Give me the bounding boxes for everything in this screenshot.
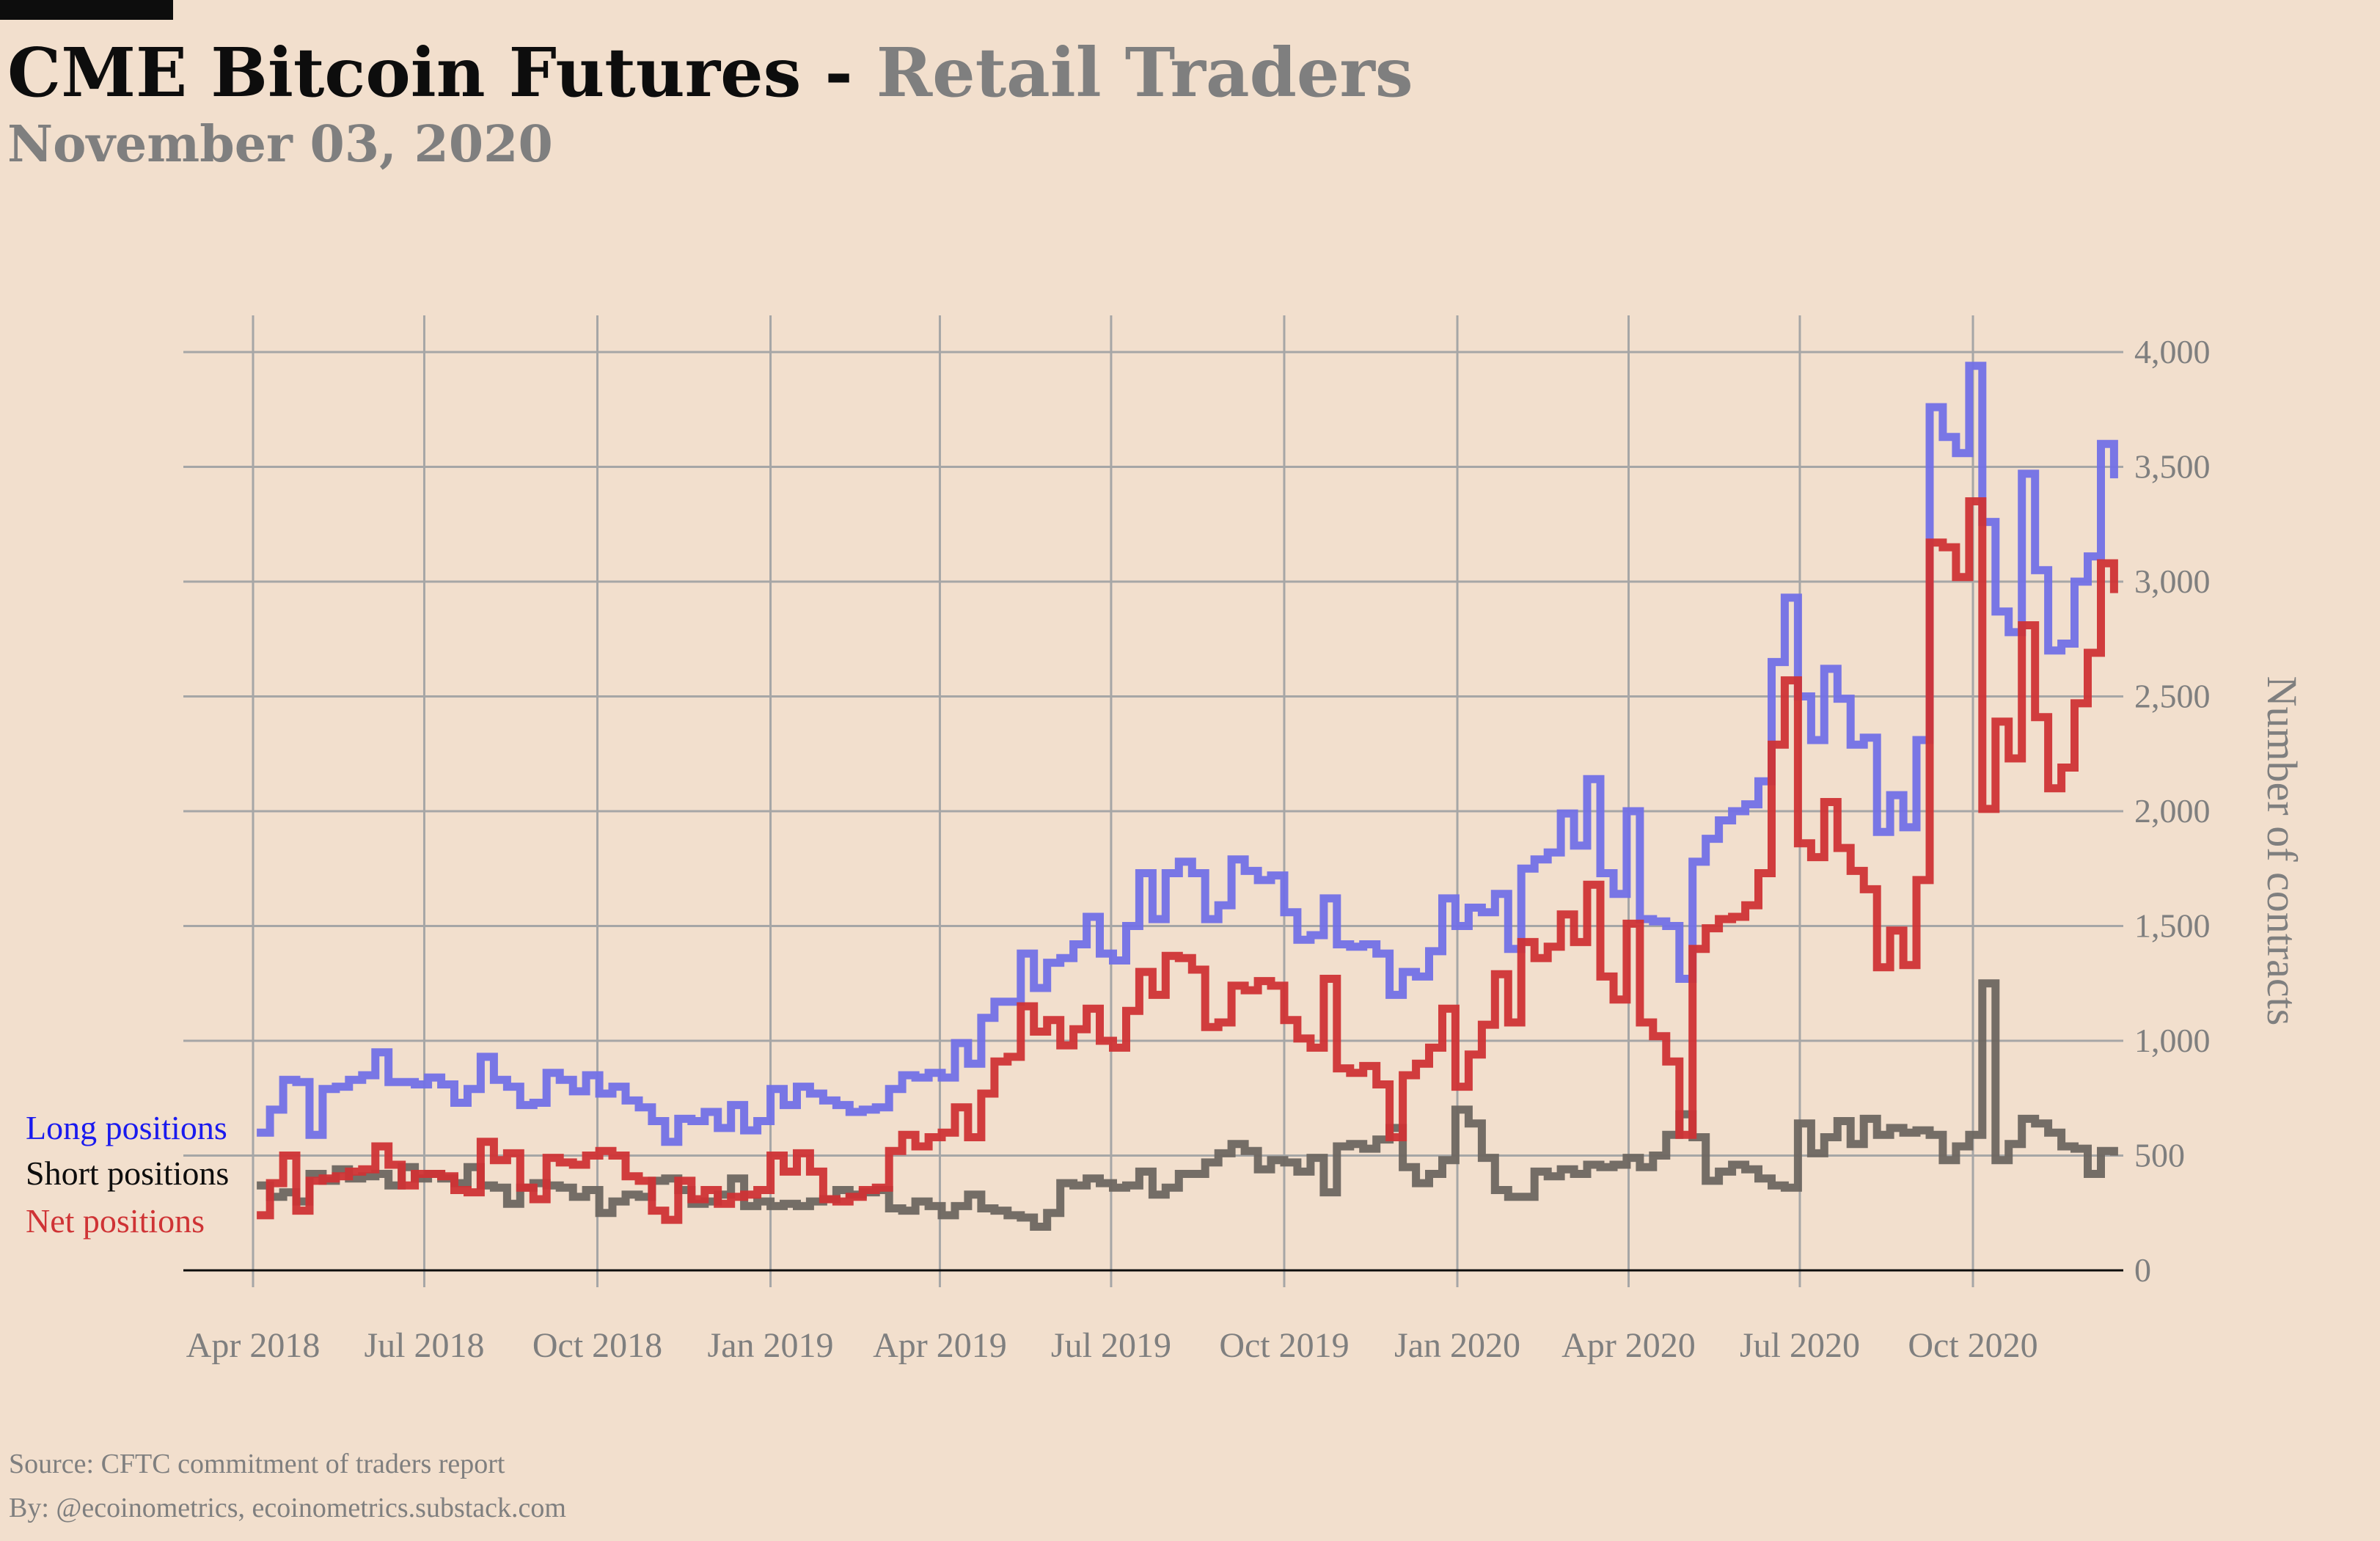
x-tick-label: Oct 2020 xyxy=(1908,1326,2037,1365)
title-main: CME Bitcoin Futures xyxy=(7,33,802,112)
legend-short-label: Short positions xyxy=(26,1154,230,1192)
y-tick-label: 3,500 xyxy=(2134,448,2211,486)
y-tick-label: 0 xyxy=(2134,1251,2151,1289)
footer-source: Source: CFTC commitment of traders repor… xyxy=(9,1449,505,1479)
y-tick-label: 4,000 xyxy=(2134,333,2211,370)
x-tick-label: Jul 2020 xyxy=(1740,1326,1860,1365)
y-tick-label: 1,000 xyxy=(2134,1022,2211,1059)
accent-bar xyxy=(0,0,173,20)
series-line-short-positions xyxy=(257,979,2118,1231)
legend-long-label: Long positions xyxy=(26,1109,227,1146)
legend-net-label: Net positions xyxy=(26,1202,205,1240)
x-tick-label: Apr 2020 xyxy=(1561,1326,1696,1365)
x-tick-label: Oct 2018 xyxy=(532,1326,662,1365)
x-tick-label: Apr 2019 xyxy=(873,1326,1007,1365)
title-subtitle: Retail Traders xyxy=(876,33,1413,112)
grid xyxy=(183,315,2123,1271)
legend-short: Short positions xyxy=(26,1153,229,1194)
y-tick-label: 2,500 xyxy=(2134,678,2211,715)
y-tick-label: 1,500 xyxy=(2134,907,2211,945)
x-tick-label: Jul 2019 xyxy=(1051,1326,1171,1365)
footer-byline: By: @ecoinometrics, ecoinometrics.substa… xyxy=(9,1493,566,1523)
title-separator: - xyxy=(801,33,876,112)
y-tick-label: 2,000 xyxy=(2134,792,2211,830)
chart-title: CME Bitcoin Futures - Retail Traders xyxy=(7,29,1413,116)
x-tick-label: Jul 2018 xyxy=(364,1326,484,1365)
x-tick-label: Oct 2019 xyxy=(1219,1326,1349,1365)
axes: 0 500 1,000 1,500 2,000 2,500 3,000 3,500 4,000 A… xyxy=(183,333,2306,1365)
y-tick-label: 3,000 xyxy=(2134,563,2211,600)
series-line-long-positions xyxy=(257,362,2118,1146)
y-tick-label: 500 xyxy=(2134,1137,2185,1174)
x-tick-label: Apr 2018 xyxy=(186,1326,321,1365)
x-tick-label: Jan 2019 xyxy=(708,1326,834,1365)
legend-long: Long positions xyxy=(26,1108,227,1149)
chart-date: November 03, 2020 xyxy=(7,115,553,174)
series-lines xyxy=(257,362,2118,1231)
y-axis-label: Number of contracts xyxy=(2258,676,2306,1026)
x-tick-label: Jan 2020 xyxy=(1394,1326,1520,1365)
legend-net: Net positions xyxy=(26,1201,205,1242)
series-line-net-positions xyxy=(257,497,2118,1224)
